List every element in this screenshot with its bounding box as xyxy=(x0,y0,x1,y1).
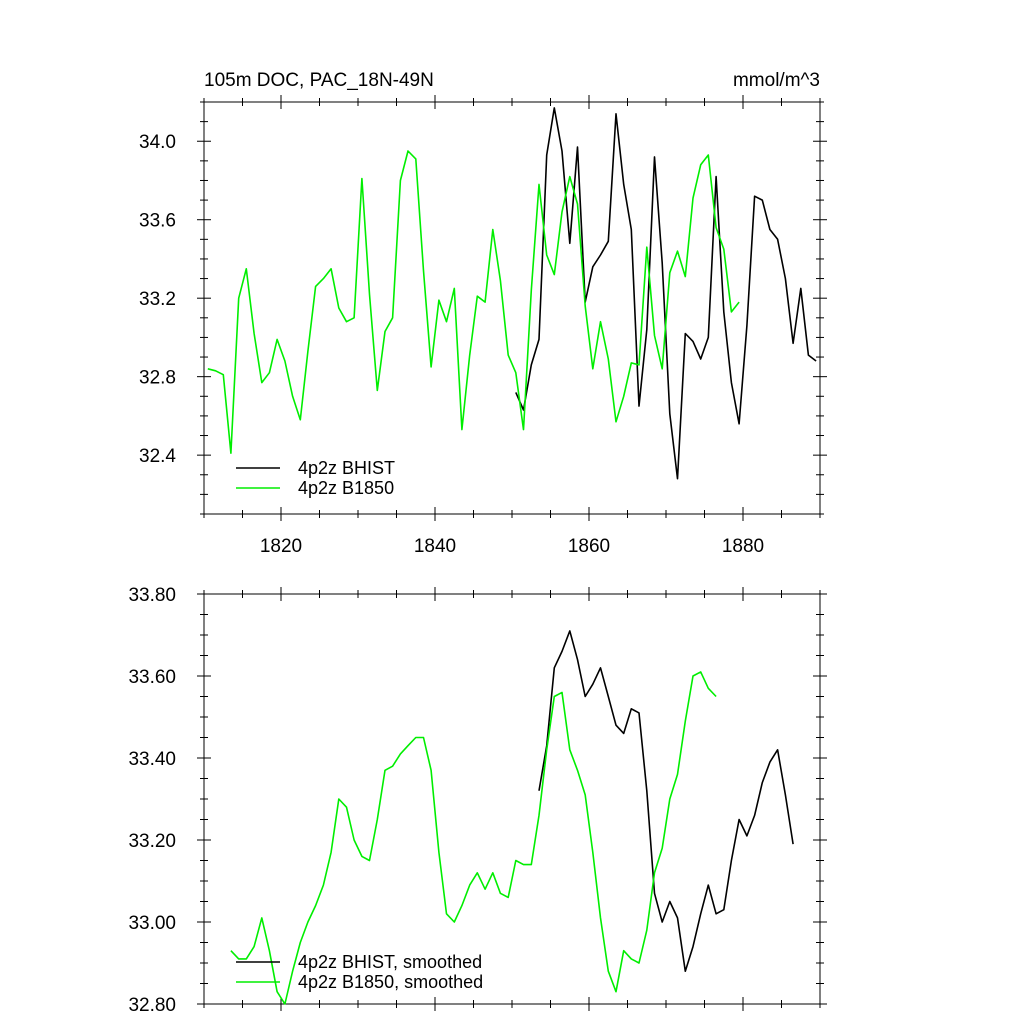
c1-legend-label: 4p2z B1850, smoothed xyxy=(298,972,483,992)
c1-y-tick-label: 33.60 xyxy=(128,667,176,688)
c0-y-tick-label: 33.6 xyxy=(139,211,176,232)
c0-y-tick-label: 33.2 xyxy=(139,289,176,310)
c0-x-tick-label: 1880 xyxy=(722,536,764,557)
c0-legend-label: 4p2z B1850 xyxy=(298,478,394,498)
c0-y-tick-label: 34.0 xyxy=(139,132,176,153)
top-chart: 105m DOC, PAC_18N-49N mmol/m^3 1820 1840 1… xyxy=(139,70,827,557)
c1-y-tick-label: 33.40 xyxy=(128,749,176,770)
c1-series-line-b1850 xyxy=(230,671,717,1005)
c1-y-tick-label: 32.80 xyxy=(128,995,176,1016)
c0-legend-label: 4p2z BHIST xyxy=(298,458,395,478)
c0-plot-frame xyxy=(203,101,821,515)
c1-y-tick-label: 33.80 xyxy=(128,585,176,606)
top-chart-title: 105m DOC, PAC_18N-49N xyxy=(204,70,434,91)
c1-y-tick-label: 33.20 xyxy=(128,831,176,852)
c0-series-line-bhist xyxy=(515,107,817,480)
bottom-chart: 32.80 33.00 33.20 33.40 33.60 33.80 4p2z BHIST… xyxy=(128,585,827,1016)
c0-x-tick-label: 1820 xyxy=(260,536,302,557)
c0-y-tick-label: 32.4 xyxy=(139,446,176,467)
c1-legend-label: 4p2z BHIST, smoothed xyxy=(298,952,482,972)
c0-x-tick-label: 1840 xyxy=(414,536,456,557)
c0-series-line-b1850 xyxy=(207,150,740,455)
c0-y-tick-label: 32.8 xyxy=(139,368,176,389)
top-chart-units: mmol/m^3 xyxy=(733,70,820,91)
c1-plot-frame xyxy=(203,593,821,1005)
c0-x-tick-label: 1860 xyxy=(568,536,610,557)
c1-y-tick-label: 33.00 xyxy=(128,913,176,934)
c1-series-line-bhist xyxy=(538,630,794,973)
